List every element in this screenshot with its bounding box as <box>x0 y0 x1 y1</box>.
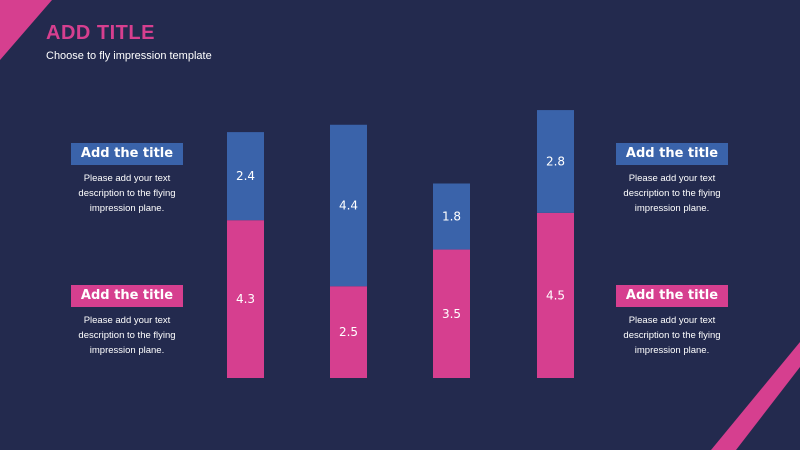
bar-segment-top-3 <box>433 183 470 250</box>
card-title: Add the title <box>71 143 183 165</box>
card-description: Please add your text description to the … <box>623 173 721 214</box>
data-label-top-4: 2.8 <box>546 154 565 168</box>
data-label-bottom-3: 3.5 <box>442 307 461 321</box>
card-bottom-left: Add the title Please add your text descr… <box>49 285 205 358</box>
card-description: Please add your text description to the … <box>78 315 176 356</box>
bar-segment-bottom-4 <box>537 212 574 378</box>
data-label-top-3: 1.8 <box>442 210 461 224</box>
bottom-right-stripe <box>711 342 800 450</box>
data-label-bottom-2: 2.5 <box>339 325 358 339</box>
card-title: Add the title <box>71 285 183 307</box>
card-title: Add the title <box>616 285 728 307</box>
bar-segment-bottom-3 <box>433 249 470 378</box>
data-label-top-2: 4.4 <box>339 199 358 213</box>
card-top-left: Add the title Please add your text descr… <box>49 143 205 216</box>
data-label-top-1: 2.4 <box>236 169 255 183</box>
bar-segment-top-1 <box>227 132 264 221</box>
bar-segment-bottom-1 <box>227 220 264 378</box>
card-description: Please add your text description to the … <box>78 173 176 214</box>
data-label-bottom-4: 4.5 <box>546 288 565 302</box>
card-top-right: Add the title Please add your text descr… <box>594 143 750 216</box>
page-title: ADD TITLE <box>46 22 155 44</box>
card-title: Add the title <box>616 143 728 165</box>
bar-segment-top-4 <box>537 110 574 213</box>
page-subtitle: Choose to fly impression template <box>46 50 212 62</box>
card-bottom-right: Add the title Please add your text descr… <box>594 285 750 358</box>
data-label-bottom-1: 4.3 <box>236 292 255 306</box>
bar-segment-bottom-2 <box>330 286 367 378</box>
bar-segment-top-2 <box>330 124 367 287</box>
card-description: Please add your text description to the … <box>623 315 721 356</box>
top-left-stripe <box>0 0 52 60</box>
